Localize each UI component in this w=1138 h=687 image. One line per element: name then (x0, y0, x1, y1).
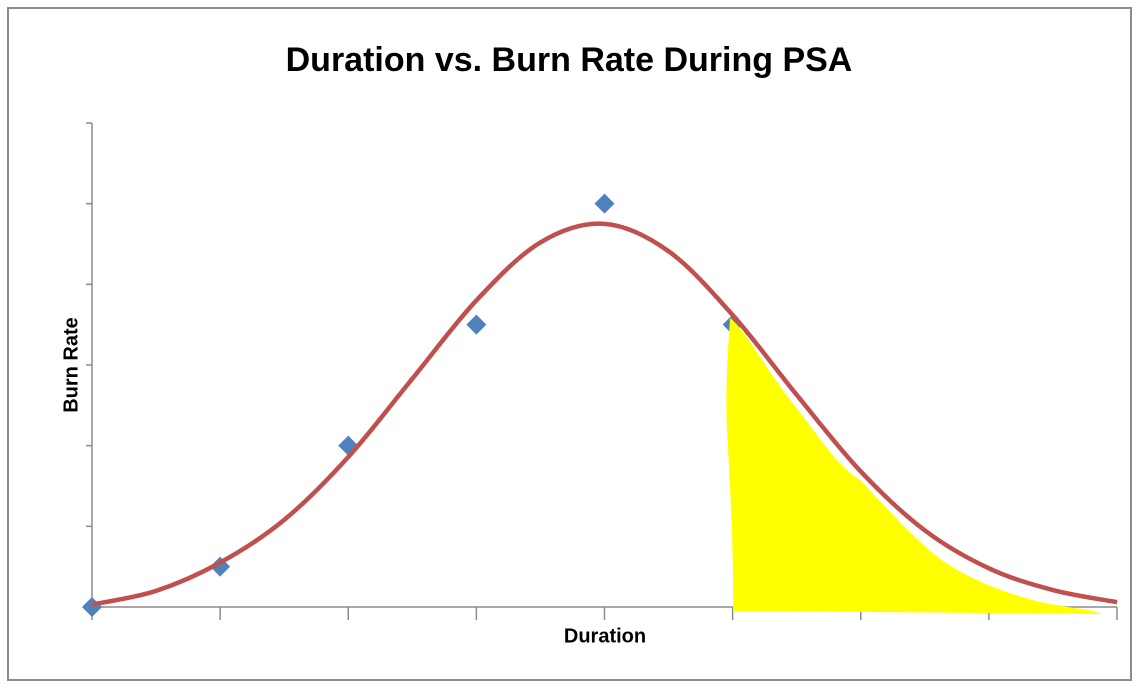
chart-title: Duration vs. Burn Rate During PSA (286, 41, 853, 79)
trend-line (91, 221, 1118, 607)
plot-area (82, 122, 1118, 620)
data-point (466, 314, 487, 335)
y-axis-label: Burn Rate (60, 317, 82, 413)
x-axis-label: Duration (564, 625, 646, 647)
data-point (594, 193, 615, 214)
highlight (726, 318, 1102, 614)
